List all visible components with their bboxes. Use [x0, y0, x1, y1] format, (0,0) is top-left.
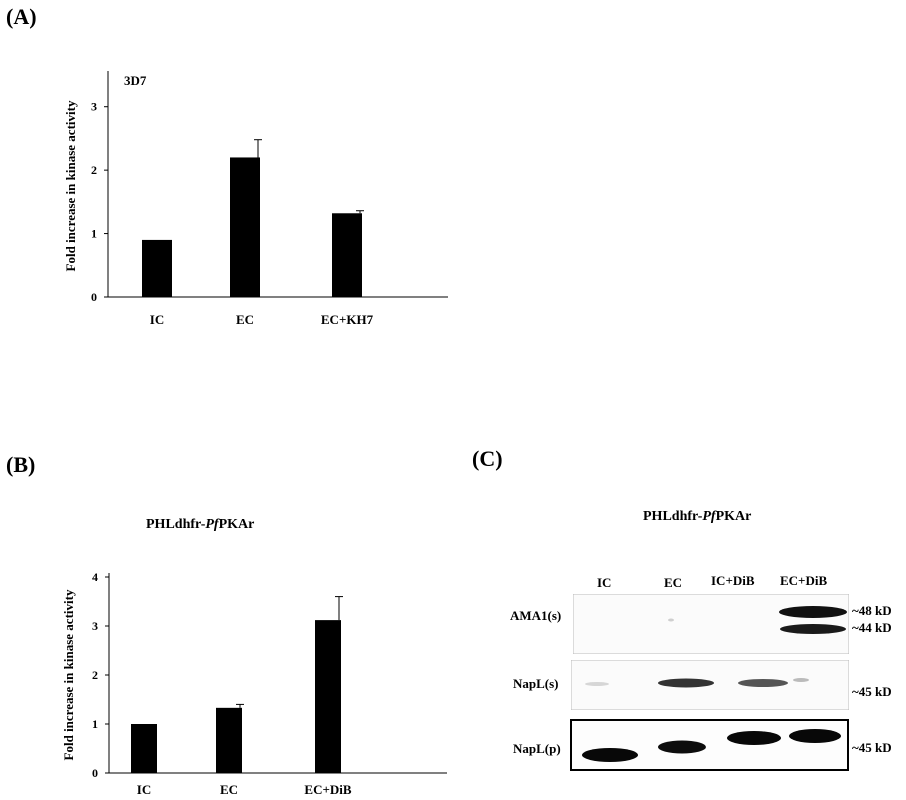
x-tick-label: EC+DiB: [304, 782, 351, 797]
y-axis-label: Fold increase in kinase activity: [61, 589, 76, 760]
lane-label-ec-dib: EC+DiB: [780, 573, 828, 588]
blot-row-label-ama1s: AMA1(s): [510, 608, 562, 623]
y-axis-label: Fold increase in kinase activity: [63, 100, 78, 271]
blot-strip-napls: [571, 660, 849, 710]
chart-b-title: PHLdhfr-PfPKAr: [146, 517, 255, 532]
lane-label-ec: EC: [664, 575, 683, 590]
kd-label-45-a: ~45 kD: [852, 684, 892, 699]
panel-label-b: (B): [6, 452, 36, 477]
band-napls-ec: [658, 678, 714, 688]
bar-ec-dib: [315, 620, 341, 773]
band-napls-ic-dib: [738, 679, 788, 687]
kd-label-48: ~48 kD: [852, 603, 892, 618]
chart-title: 3D7: [124, 73, 147, 88]
x-tick-label: IC: [150, 312, 164, 327]
x-tick-label: EC: [220, 782, 238, 797]
blot-strip-ama1s: [573, 594, 849, 654]
y-tick-label: 2: [91, 163, 97, 177]
band-naplp-ec: [658, 740, 706, 754]
bar-ec: [230, 157, 260, 297]
bar-ic: [142, 239, 172, 297]
y-tick-label: 0: [92, 766, 98, 780]
bar-ic: [131, 724, 157, 773]
x-tick-label: EC: [236, 312, 254, 327]
y-tick-label: 0: [91, 290, 97, 304]
y-tick-label: 1: [91, 227, 97, 241]
band-ama1-48kd: [779, 606, 847, 618]
blot-row-label-napls: NapL(s): [513, 676, 559, 691]
chart-b: 0 1 2 3 4 Fold increase in kinase activity IC E…: [61, 570, 447, 797]
y-tick-label: 1: [92, 717, 98, 731]
blot-row-label-naplp: NapL(p): [513, 741, 561, 756]
lane-label-ic-dib: IC+DiB: [711, 573, 755, 588]
lane-label-ic: IC: [597, 575, 612, 590]
bar-ec-kh7: [332, 213, 362, 297]
bar-ec: [216, 707, 242, 773]
panel-label-a: (A): [6, 4, 37, 29]
blot-strip-naplp: [570, 719, 849, 771]
kd-label-44: ~44 kD: [852, 620, 892, 635]
x-tick-label: EC+KH7: [321, 312, 374, 327]
band-naplp-ec-dib: [789, 729, 841, 743]
y-tick-label: 3: [91, 100, 97, 114]
blot-title: PHLdhfr-PfPKAr: [643, 509, 752, 524]
band-naplp-ic-dib: [727, 731, 781, 745]
y-tick-label: 4: [92, 570, 98, 584]
band-ama1-44kd: [780, 624, 846, 634]
y-tick-label: 2: [92, 668, 98, 682]
kd-label-45-b: ~45 kD: [852, 740, 892, 755]
x-tick-label: IC: [137, 782, 151, 797]
panel-label-c: (C): [472, 446, 503, 471]
chart-a: 0 1 2 3 Fold increase in kinase activity 3D7 I…: [63, 71, 448, 327]
y-tick-label: 3: [92, 619, 98, 633]
band-naplp-ic: [582, 748, 638, 762]
